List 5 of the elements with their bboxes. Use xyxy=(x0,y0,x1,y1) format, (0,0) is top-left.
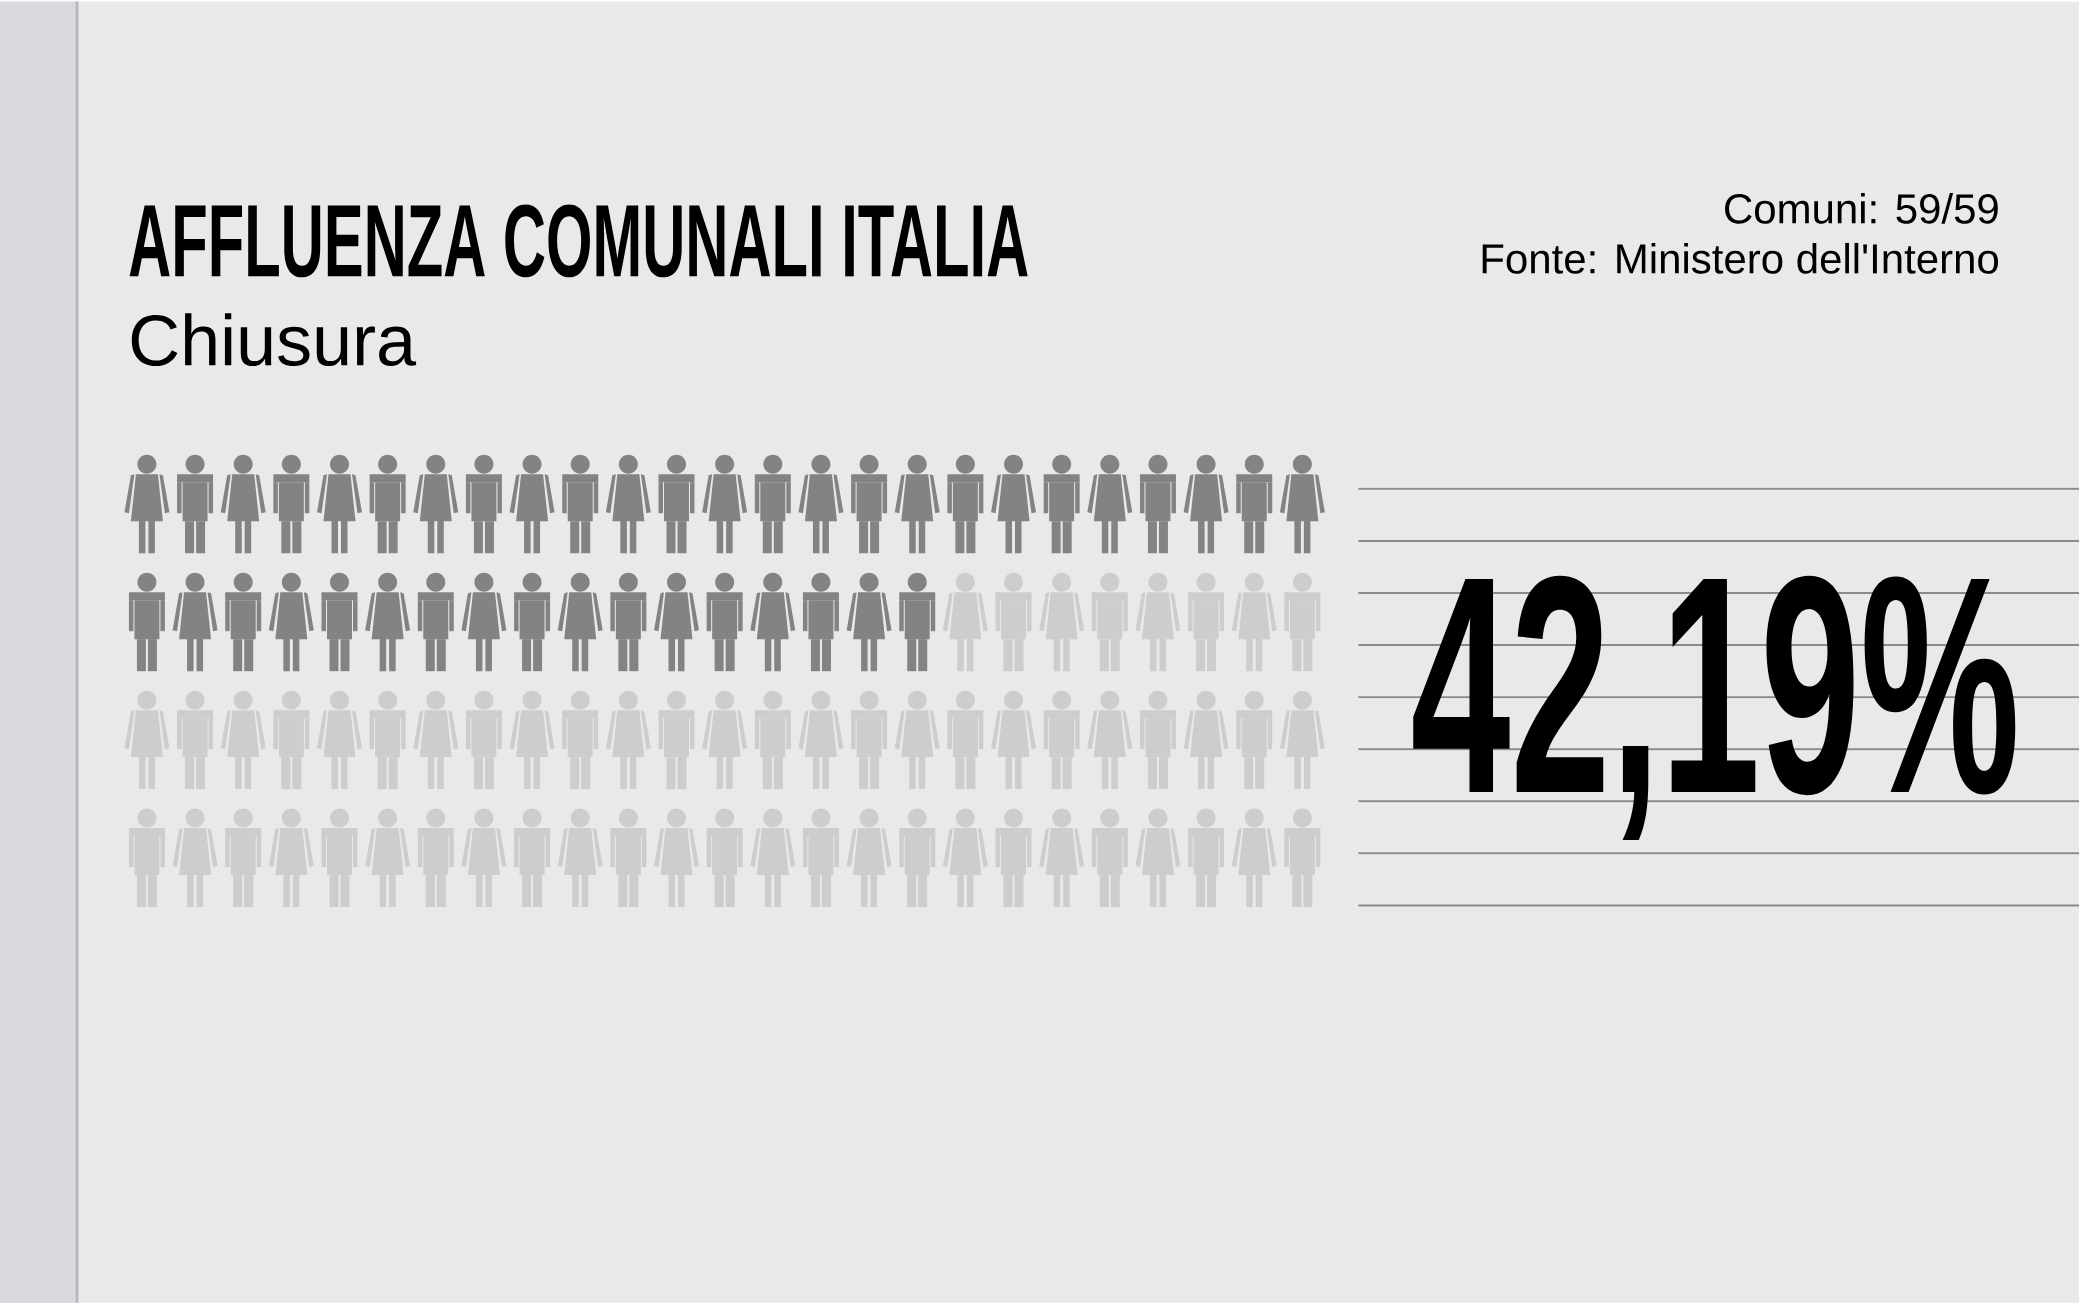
source-note: Fonte: Ministero dell'Interno xyxy=(1482,242,1999,274)
text: Chiusura xyxy=(131,312,417,366)
data-label: 42,19% xyxy=(1413,575,2016,840)
text: AFFLUENZA COMUNALI ITALIA xyxy=(129,204,1028,278)
text: Comuni: 59/59 xyxy=(1725,192,1998,224)
